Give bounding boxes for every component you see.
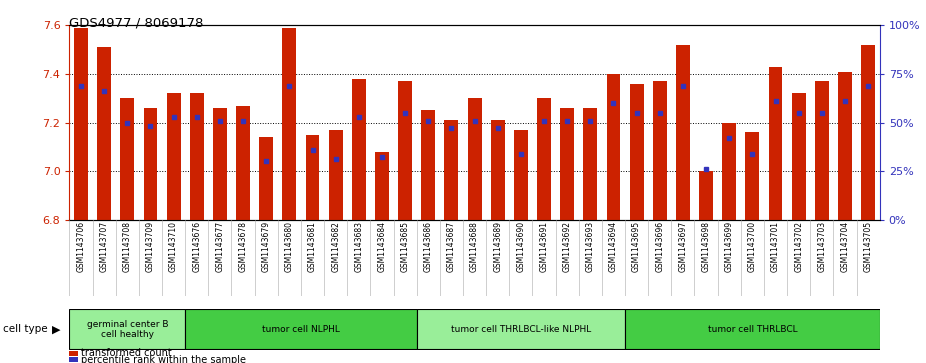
Bar — [144, 108, 157, 220]
Bar — [375, 152, 389, 220]
Text: transformed count: transformed count — [81, 348, 172, 359]
Bar — [190, 93, 204, 220]
Text: ▶: ▶ — [52, 325, 60, 334]
Bar — [120, 98, 134, 220]
Bar — [69, 309, 185, 350]
Bar — [398, 81, 412, 220]
Bar — [468, 98, 482, 220]
Text: tumor cell NLPHL: tumor cell NLPHL — [262, 325, 340, 334]
Bar — [444, 120, 458, 220]
Bar — [792, 93, 806, 220]
Bar — [421, 110, 435, 220]
Bar — [69, 351, 78, 356]
Bar — [213, 108, 227, 220]
Text: germinal center B
cell healthy: germinal center B cell healthy — [86, 320, 169, 339]
Bar — [838, 72, 852, 220]
Bar — [607, 74, 620, 220]
Bar — [653, 81, 667, 220]
Bar — [699, 171, 713, 220]
Text: cell type: cell type — [3, 325, 47, 334]
Bar — [815, 81, 829, 220]
Bar — [259, 137, 273, 220]
Bar — [329, 130, 343, 220]
Bar — [236, 106, 250, 220]
Bar — [861, 45, 875, 220]
Bar — [185, 309, 417, 350]
Bar — [676, 45, 690, 220]
Bar — [722, 123, 736, 220]
Bar — [167, 93, 181, 220]
Bar — [745, 132, 759, 220]
Bar — [282, 28, 296, 220]
Bar — [537, 98, 551, 220]
Bar — [74, 28, 88, 220]
Text: percentile rank within the sample: percentile rank within the sample — [81, 355, 246, 363]
Bar — [514, 130, 528, 220]
Bar — [583, 108, 597, 220]
Text: tumor cell THRLBCL: tumor cell THRLBCL — [707, 325, 797, 334]
Text: tumor cell THRLBCL-like NLPHL: tumor cell THRLBCL-like NLPHL — [451, 325, 591, 334]
Bar — [630, 84, 644, 220]
Bar — [306, 135, 319, 220]
Bar — [769, 67, 782, 220]
Bar — [69, 357, 78, 362]
Text: GDS4977 / 8069178: GDS4977 / 8069178 — [69, 16, 204, 29]
Bar — [352, 79, 366, 220]
Bar — [97, 47, 111, 220]
Bar — [560, 108, 574, 220]
Bar — [625, 309, 880, 350]
Bar — [491, 120, 505, 220]
Bar — [417, 309, 625, 350]
